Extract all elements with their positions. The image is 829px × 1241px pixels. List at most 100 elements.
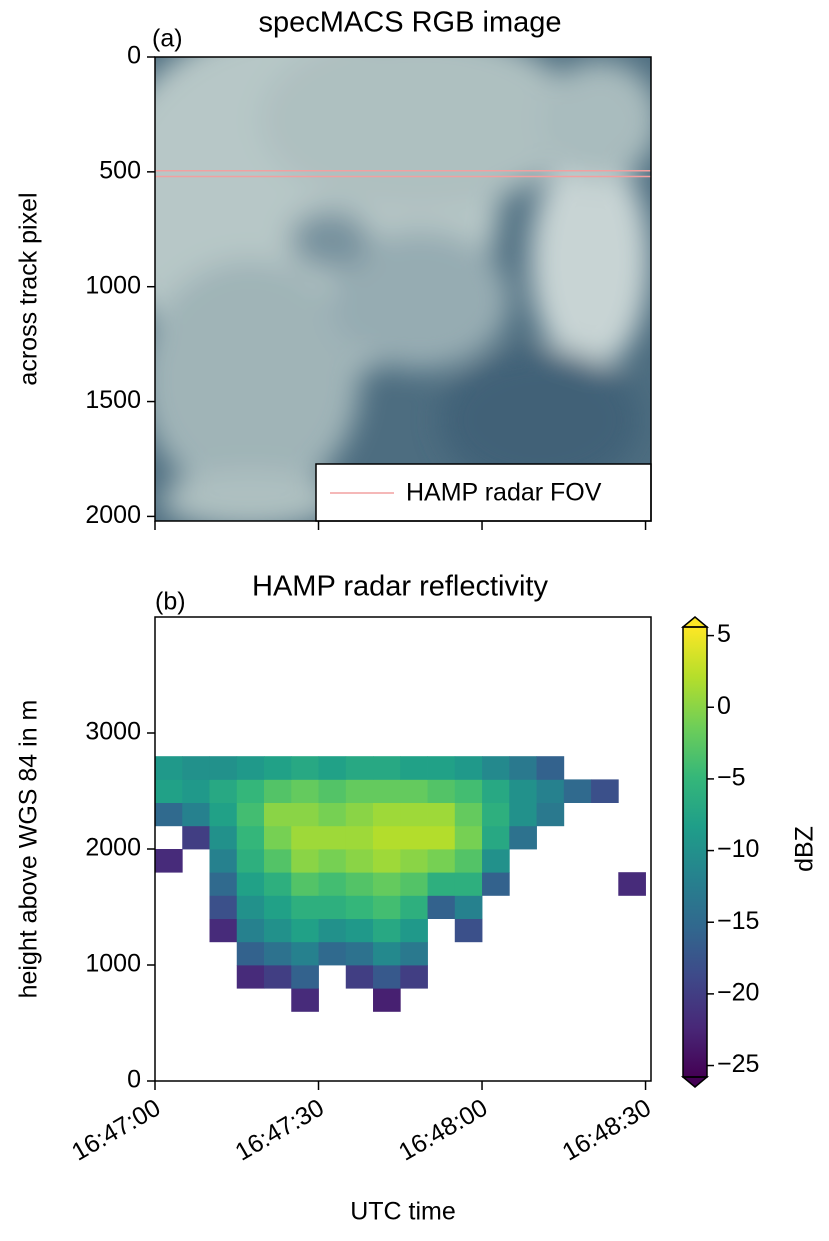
heatmap-cell	[373, 895, 401, 919]
heatmap-cell	[400, 802, 428, 827]
heatmap-cell	[155, 849, 183, 873]
heatmap-cell	[509, 825, 537, 850]
heatmap-cell	[454, 872, 483, 896]
colorbar-tick-label: 5	[717, 620, 731, 648]
rgb-image	[155, 57, 651, 521]
heatmap-cell	[182, 756, 210, 780]
heatmap-cell	[236, 965, 265, 989]
heatmap-cell	[373, 965, 401, 989]
heatmap-cell	[291, 802, 319, 827]
heatmap-cell	[155, 779, 183, 803]
heatmap-cell	[400, 779, 428, 803]
heatmap-cell	[209, 802, 238, 827]
heatmap-cell	[236, 825, 265, 850]
heatmap-cell	[345, 918, 374, 943]
heatmap-cell	[291, 918, 319, 943]
heatmap-cell	[373, 779, 401, 803]
y-tick-label: 0	[127, 42, 141, 70]
heatmap-cell	[618, 872, 646, 896]
heatmap-cell	[482, 802, 510, 827]
heatmap-cell	[264, 779, 292, 803]
heatmap-cell	[345, 849, 374, 873]
chart-title: HAMP radar reflectivity	[252, 571, 548, 603]
y-tick-label: 3000	[85, 718, 141, 746]
heatmap-cell	[427, 895, 456, 919]
heatmap-cell	[345, 872, 374, 896]
x-axis-label: UTC time	[350, 1198, 456, 1226]
colorbar-frame	[682, 626, 708, 1078]
heatmap-cell	[291, 965, 319, 989]
y-tick-label: 2000	[85, 501, 141, 529]
heatmap-cell	[427, 802, 456, 827]
heatmap-cell	[427, 779, 456, 803]
heatmap-cell	[209, 779, 238, 803]
colorbar-extend	[680, 1076, 710, 1088]
colorbar-extend	[680, 616, 710, 628]
heatmap-cell	[509, 756, 537, 780]
colorbar-tick-label: −10	[717, 835, 759, 863]
heatmap-cell	[482, 756, 510, 780]
heatmap-cell	[536, 756, 565, 780]
heatmap-cell	[291, 825, 319, 850]
heatmap-cell	[236, 872, 265, 896]
heatmap-cell	[482, 779, 510, 803]
heatmap-cell	[236, 918, 265, 943]
heatmap-cell	[264, 965, 292, 989]
heatmap-cell	[373, 802, 401, 827]
heatmap-cell	[427, 849, 456, 873]
heatmap-cell	[264, 849, 292, 873]
heatmap-cell	[318, 779, 347, 803]
heatmap-cell	[345, 965, 374, 989]
heatmap-cell	[345, 756, 374, 780]
x-tick-label: 16:48:00	[394, 1094, 492, 1167]
y-tick-label: 2000	[85, 834, 141, 862]
heatmap-cell	[427, 825, 456, 850]
heatmap-cell	[563, 779, 592, 803]
y-axis-label: height above WGS 84 in m	[15, 700, 43, 999]
heatmap-cell	[400, 756, 428, 780]
heatmap-cell	[536, 802, 565, 827]
heatmap-cell	[318, 895, 347, 919]
heatmap-cell	[264, 941, 292, 966]
y-tick-label: 1000	[85, 271, 141, 299]
heatmap-cell	[591, 779, 619, 803]
colorbar-label: dBZ	[791, 826, 819, 872]
heatmap-cell	[264, 802, 292, 827]
heatmap-cell	[318, 825, 347, 850]
heatmap-cell	[400, 918, 428, 943]
heatmap-cell	[427, 756, 456, 780]
heatmap-cell	[373, 918, 401, 943]
heatmap-cell	[291, 756, 319, 780]
heatmap-cell	[373, 872, 401, 896]
heatmap-cell	[291, 895, 319, 919]
heatmap-cell	[345, 825, 374, 850]
legend-label: HAMP radar FOV	[406, 479, 602, 507]
y-tick-label: 500	[99, 156, 141, 184]
heatmap-cell	[318, 756, 347, 780]
heatmap-cell	[236, 941, 265, 966]
heatmap-cell	[209, 918, 238, 943]
x-tick-label: 16:47:00	[67, 1094, 165, 1167]
colorbar-tick-label: −15	[717, 907, 759, 935]
heatmap-cell	[209, 825, 238, 850]
y-tick-label: 0	[127, 1066, 141, 1094]
heatmap-cell	[291, 988, 319, 1012]
heatmap-cell	[509, 779, 537, 803]
heatmap-cell	[482, 872, 510, 896]
heatmap-cell	[482, 849, 510, 873]
y-tick-label: 1000	[85, 950, 141, 978]
plot-frame	[154, 56, 652, 522]
y-tick-label: 1500	[85, 386, 141, 414]
chart-title: specMACS RGB image	[259, 7, 562, 39]
heatmap-cell	[373, 756, 401, 780]
heatmap-cell	[209, 756, 238, 780]
colorbar-tick-label: 0	[717, 692, 731, 720]
heatmap-cell	[209, 872, 238, 896]
heatmap-cell	[373, 825, 401, 850]
heatmap-cell	[345, 802, 374, 827]
heatmap-cell	[318, 941, 347, 966]
heatmap-cell	[182, 825, 210, 850]
heatmap-cell	[236, 779, 265, 803]
x-tick-label: 16:47:30	[231, 1094, 329, 1167]
heatmap-cell	[454, 825, 483, 850]
